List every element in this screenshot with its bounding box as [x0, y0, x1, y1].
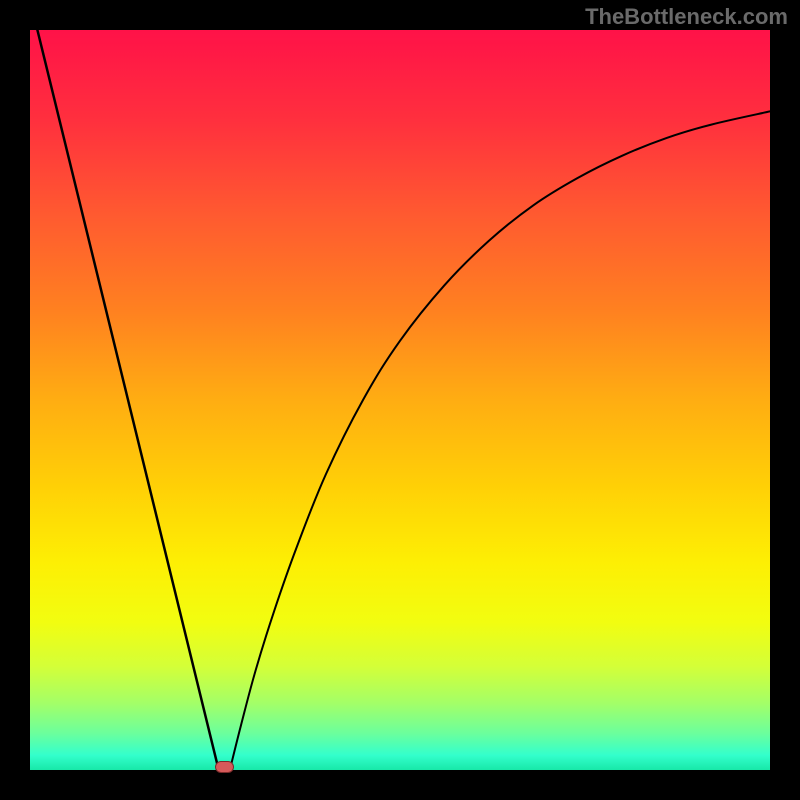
min-marker: [215, 761, 234, 773]
chart-container: TheBottleneck.com: [0, 0, 800, 800]
plot-area: [30, 30, 770, 770]
curve-layer: [30, 30, 770, 770]
curve-right-branch: [230, 111, 770, 770]
watermark: TheBottleneck.com: [585, 4, 788, 30]
curve-left-branch: [37, 30, 218, 770]
